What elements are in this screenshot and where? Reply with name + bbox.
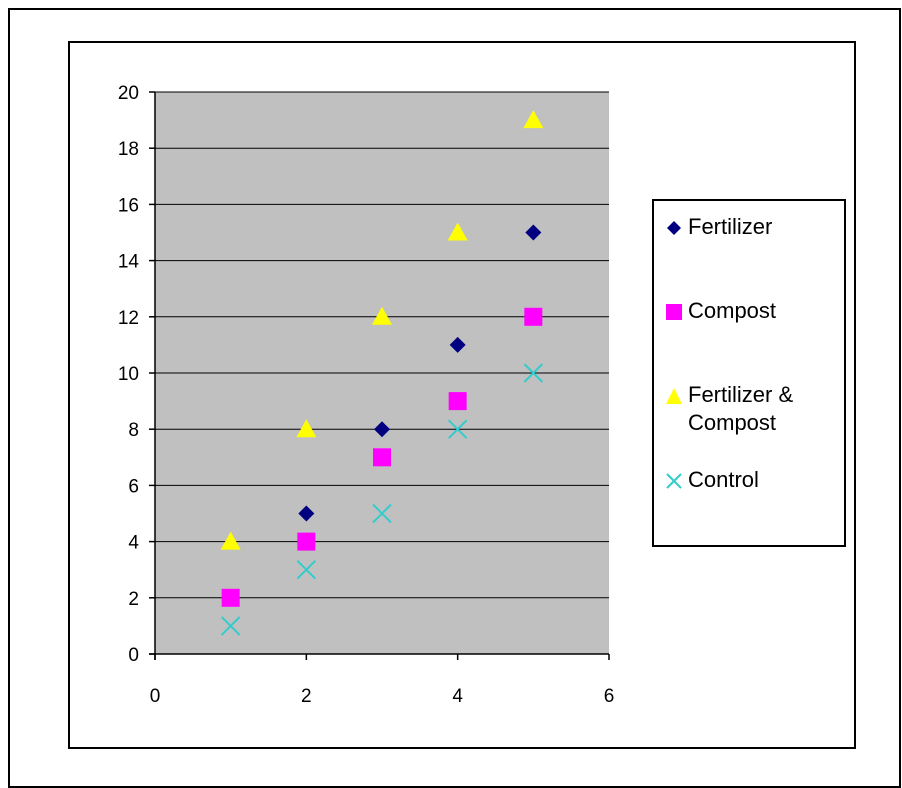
point-control bbox=[296, 559, 317, 580]
point-control bbox=[220, 616, 241, 636]
square-icon bbox=[666, 304, 682, 320]
y-tick-label: 2 bbox=[128, 589, 139, 610]
point-compost bbox=[221, 588, 240, 607]
legend-item-compost: Compost bbox=[664, 297, 838, 325]
point-control bbox=[523, 363, 544, 383]
point-compost bbox=[448, 392, 467, 411]
point-fertilizer-compost bbox=[220, 531, 241, 550]
y-tick-label: 6 bbox=[128, 476, 139, 497]
y-tick-label: 8 bbox=[128, 420, 139, 441]
legend-item-fertilizer: Fertilizer bbox=[664, 213, 838, 241]
point-control bbox=[372, 503, 392, 524]
point-fertilizer-compost bbox=[372, 306, 392, 325]
legend-item-fertilizer-compost: Fertilizer & Compost bbox=[664, 381, 838, 437]
point-control bbox=[447, 419, 468, 439]
y-tick-label: 10 bbox=[118, 364, 139, 385]
point-fertilizer bbox=[525, 224, 542, 241]
point-fertilizer-compost bbox=[523, 110, 544, 129]
legend-label: Control bbox=[688, 467, 759, 492]
x-mark-icon bbox=[666, 473, 682, 489]
y-tick-label: 16 bbox=[118, 195, 139, 216]
point-fertilizer bbox=[298, 505, 315, 522]
y-tick-label: 4 bbox=[128, 533, 139, 554]
x-tick-label: 0 bbox=[150, 686, 161, 707]
point-compost bbox=[524, 307, 543, 326]
x-tick-label: 4 bbox=[452, 686, 463, 707]
triangle-icon bbox=[666, 388, 682, 404]
diamond-icon bbox=[667, 221, 681, 235]
legend-label: Fertilizer & Compost bbox=[688, 382, 794, 435]
legend-item-control: Control bbox=[664, 466, 838, 494]
y-tick-label: 18 bbox=[118, 139, 139, 160]
y-tick-label: 12 bbox=[118, 308, 139, 329]
legend: Fertilizer Compost Fertilizer & Compost … bbox=[652, 199, 846, 547]
point-fertilizer bbox=[374, 421, 390, 438]
y-tick-label: 14 bbox=[118, 252, 140, 273]
point-fertilizer-compost bbox=[447, 222, 468, 241]
legend-label: Fertilizer bbox=[688, 214, 773, 239]
x-tick-label: 6 bbox=[604, 686, 615, 707]
legend-label: Compost bbox=[688, 298, 777, 323]
point-fertilizer bbox=[449, 336, 466, 353]
y-tick-label: 0 bbox=[128, 645, 139, 666]
point-compost bbox=[297, 532, 316, 551]
point-fertilizer-compost bbox=[296, 419, 317, 438]
y-tick-label: 20 bbox=[118, 83, 139, 104]
point-compost bbox=[373, 448, 391, 467]
x-tick-label: 2 bbox=[301, 686, 312, 707]
